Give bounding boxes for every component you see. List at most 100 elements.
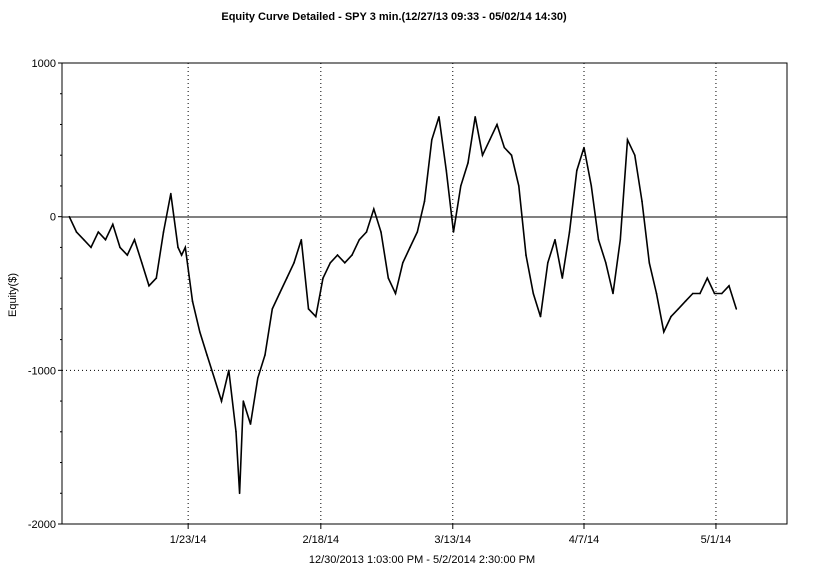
equity-point [228,369,230,372]
equity-point [655,292,658,295]
equity-point [431,139,433,141]
equity-point [648,262,651,264]
equity-point [133,238,136,241]
y-axis-label: Equity($) [7,273,19,317]
equity-point [474,116,477,118]
equity-point [286,277,288,279]
equity-point [162,231,165,233]
equity-point [481,154,484,156]
x-tick-label: 3/13/14 [434,534,471,546]
equity-point [699,292,701,295]
equity-point [510,154,513,156]
y-tick-label: 0 [50,212,56,224]
equity-point [180,254,183,256]
equity-point [387,277,390,279]
equity-point [634,154,636,156]
equity-point [713,292,716,295]
equity-point [612,292,614,295]
equity-point [452,231,455,233]
equity-point [75,231,78,233]
x-tick-label: 4/7/14 [569,534,600,546]
equity-point [626,139,629,141]
equity-point [300,238,303,241]
equity-point [554,238,556,241]
equity-point [344,262,346,264]
chart-title: Equity Curve Detailed - SPY 3 min.(12/27… [221,11,567,23]
equity-point [271,308,274,310]
equity-point [532,292,535,295]
equity-point [619,238,622,241]
equity-point [238,492,241,495]
equity-point [605,262,607,264]
equity-point [423,200,426,203]
equity-point [104,238,107,241]
equity-point [220,400,223,402]
equity-point [373,208,375,210]
equity-point [293,262,295,264]
x-axis-label: 12/30/2013 1:03:00 PM - 5/2/2014 2:30:00… [309,554,535,566]
equity-point [467,162,469,164]
equity-point [278,292,281,295]
equity-point [735,308,738,310]
x-tick-label: 5/1/14 [701,534,732,546]
y-tick-label: -2000 [28,519,56,531]
equity-point [119,246,121,249]
equity-point [97,231,100,233]
x-tick-label: 1/23/14 [170,534,207,546]
equity-point [576,169,578,172]
equity-point [126,254,129,256]
equity-point [380,231,382,233]
equity-point [460,185,462,187]
equity-point [199,331,201,333]
equity-point [409,246,411,249]
equity-point [641,200,643,203]
equity-point [489,139,491,141]
equity-point [416,231,419,233]
equity-point [242,400,245,402]
equity-point [547,262,549,264]
equity-point [141,262,143,264]
equity-point [191,300,194,303]
equity-point [561,277,564,279]
equity-point [235,431,237,433]
equity-point [568,231,571,233]
equity-point [112,223,114,226]
equity-point [394,292,397,295]
equity-point [518,185,520,187]
y-tick-label: -1000 [28,365,56,377]
equity-point [170,192,172,195]
equity-point [315,315,317,318]
equity-point [438,116,440,118]
plot-frame [61,62,788,525]
equity-point [503,146,506,149]
equity-point [90,246,92,249]
y-tick-label: 1000 [32,58,56,70]
equity-point [351,254,353,256]
equity-point [307,308,310,310]
equity-point [68,215,71,218]
equity-point [83,238,85,241]
equity-point [402,262,404,264]
equity-point [445,169,448,172]
equity-point [358,238,361,241]
equity-point [496,123,498,126]
equity-point [525,254,527,256]
equity-point [148,285,150,287]
equity-point [213,377,216,379]
equity-point [206,354,208,356]
x-tick-label: 2/18/14 [302,534,339,546]
equity-point [663,331,665,333]
equity-point [365,231,368,233]
equity-point [590,185,593,187]
equity-point [721,292,723,295]
equity-point [177,246,179,249]
equity-point [249,423,252,425]
equity-point [692,292,694,295]
equity-point [539,315,542,318]
equity-point [329,262,332,264]
equity-point [728,285,730,287]
equity-point [583,146,585,149]
equity-point [322,277,324,279]
equity-point [264,354,266,356]
